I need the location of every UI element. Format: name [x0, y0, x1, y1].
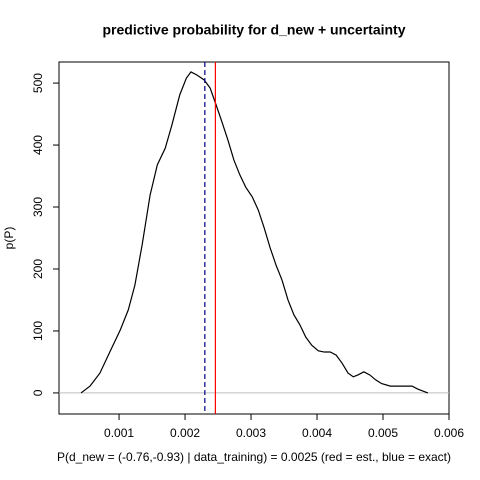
y-tick-label: 400: [31, 135, 45, 155]
y-tick-label: 100: [31, 321, 45, 341]
x-tick-label: 0.005: [368, 426, 398, 440]
chart-title: predictive probability for d_new + uncer…: [102, 22, 405, 38]
y-tick-label: 200: [31, 259, 45, 279]
x-tick-label: 0.004: [302, 426, 332, 440]
y-tick-label: 0: [31, 389, 45, 396]
x-tick-label: 0.001: [104, 426, 134, 440]
x-tick-label: 0.003: [236, 426, 266, 440]
density-line: [80, 71, 429, 394]
y-tick-label: 500: [31, 73, 45, 93]
x-tick-label: 0.006: [434, 426, 464, 440]
y-axis-label: p(P): [2, 227, 16, 250]
x-tick-label: 0.002: [170, 426, 200, 440]
y-tick-label: 300: [31, 197, 45, 217]
plot-box: [58, 61, 450, 415]
x-axis-label: P(d_new = (-0.76,-0.93) | data_training)…: [57, 450, 451, 464]
